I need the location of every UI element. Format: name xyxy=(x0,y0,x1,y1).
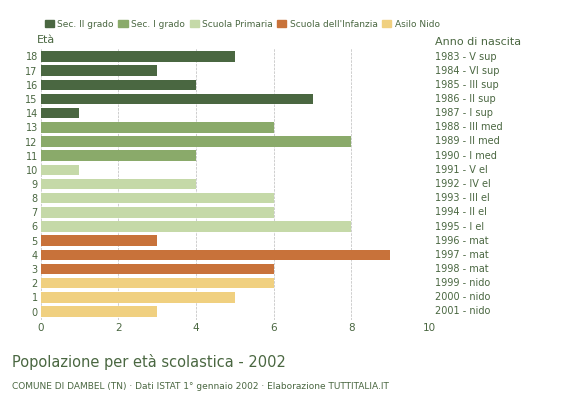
Bar xyxy=(41,108,79,118)
Text: Età: Età xyxy=(37,35,55,45)
Text: 1985 - III sup: 1985 - III sup xyxy=(435,80,499,90)
Text: Popolazione per età scolastica - 2002: Popolazione per età scolastica - 2002 xyxy=(12,354,285,370)
Text: Anno di nascita: Anno di nascita xyxy=(435,36,521,46)
Bar xyxy=(41,150,196,161)
Bar xyxy=(41,264,274,274)
Text: 1988 - III med: 1988 - III med xyxy=(435,122,503,132)
Bar xyxy=(41,94,313,104)
Text: 1996 - mat: 1996 - mat xyxy=(435,236,488,246)
Text: 1993 - III el: 1993 - III el xyxy=(435,193,490,203)
Bar xyxy=(41,179,196,189)
Bar xyxy=(41,136,351,147)
Text: 1991 - V el: 1991 - V el xyxy=(435,165,488,175)
Text: 1987 - I sup: 1987 - I sup xyxy=(435,108,493,118)
Bar xyxy=(41,164,79,175)
Bar xyxy=(41,235,157,246)
Bar xyxy=(41,122,274,133)
Bar xyxy=(41,221,351,232)
Text: 1990 - I med: 1990 - I med xyxy=(435,151,497,161)
Text: 1986 - II sup: 1986 - II sup xyxy=(435,94,496,104)
Bar xyxy=(41,306,157,317)
Bar xyxy=(41,65,157,76)
Text: 1983 - V sup: 1983 - V sup xyxy=(435,52,496,62)
Bar xyxy=(41,207,274,218)
Text: 1995 - I el: 1995 - I el xyxy=(435,222,484,232)
Bar xyxy=(41,51,235,62)
Text: 1989 - II med: 1989 - II med xyxy=(435,136,500,146)
Text: 1984 - VI sup: 1984 - VI sup xyxy=(435,66,499,76)
Bar xyxy=(41,278,274,288)
Text: 2000 - nido: 2000 - nido xyxy=(435,292,490,302)
Bar xyxy=(41,250,390,260)
Text: 1992 - IV el: 1992 - IV el xyxy=(435,179,491,189)
Text: 1997 - mat: 1997 - mat xyxy=(435,250,489,260)
Text: 1998 - mat: 1998 - mat xyxy=(435,264,488,274)
Text: COMUNE DI DAMBEL (TN) · Dati ISTAT 1° gennaio 2002 · Elaborazione TUTTITALIA.IT: COMUNE DI DAMBEL (TN) · Dati ISTAT 1° ge… xyxy=(12,382,389,391)
Text: 2001 - nido: 2001 - nido xyxy=(435,306,490,316)
Bar xyxy=(41,292,235,303)
Bar xyxy=(41,80,196,90)
Text: 1999 - nido: 1999 - nido xyxy=(435,278,490,288)
Text: 1994 - II el: 1994 - II el xyxy=(435,207,487,217)
Bar xyxy=(41,193,274,204)
Legend: Sec. II grado, Sec. I grado, Scuola Primaria, Scuola dell'Infanzia, Asilo Nido: Sec. II grado, Sec. I grado, Scuola Prim… xyxy=(41,16,444,33)
